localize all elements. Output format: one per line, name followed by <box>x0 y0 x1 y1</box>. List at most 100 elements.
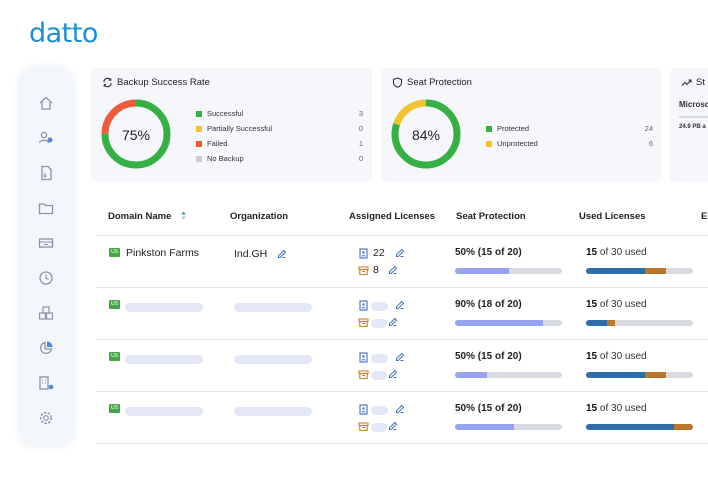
organization-name: Ind.GH <box>234 248 268 260</box>
legend-unprotected: Unprotected 6 <box>486 139 656 151</box>
building-icon[interactable] <box>37 374 55 392</box>
license-archive-icon <box>358 421 369 432</box>
legend-count: 6 <box>648 139 653 148</box>
table-row[interactable]: US 50% (15 of 20) 15 of 30 used <box>96 392 708 444</box>
license-placeholder <box>371 302 388 311</box>
edit-license-icon[interactable] <box>395 352 405 362</box>
edit-license-icon[interactable] <box>395 300 405 310</box>
edit-license-icon[interactable] <box>388 265 398 275</box>
legend-label: Unprotected <box>497 139 538 148</box>
header-used-licenses[interactable]: Used Licenses <box>579 211 646 222</box>
boxes-icon[interactable] <box>37 304 55 322</box>
edit-license-icon[interactable] <box>395 404 405 414</box>
edit-license-icon[interactable] <box>388 369 398 379</box>
storage-divider <box>679 116 708 118</box>
document-icon[interactable] <box>37 164 55 182</box>
legend-swatch <box>196 126 202 132</box>
legend-count: 1 <box>358 139 363 148</box>
license-badge-icon <box>358 352 369 363</box>
sort-icon[interactable] <box>180 211 187 220</box>
datto-logo[interactable]: datto <box>29 18 98 49</box>
license-count-a: 22 <box>373 247 385 259</box>
region-badge: US <box>109 404 120 413</box>
legend-partial: Partially Successful 0 <box>196 124 366 136</box>
header-assigned-licenses[interactable]: Assigned Licenses <box>349 211 436 222</box>
used-segment-b <box>673 424 693 430</box>
edit-license-icon[interactable] <box>388 421 398 431</box>
legend-swatch <box>196 111 202 117</box>
row-divider <box>96 339 708 340</box>
domain-placeholder <box>125 303 203 312</box>
legend-label: Partially Successful <box>207 124 273 133</box>
organization-placeholder <box>234 355 312 364</box>
seat-protection-text: 50% (15 of 20) <box>455 247 522 258</box>
used-count: 15 <box>586 247 598 258</box>
pie-chart-icon[interactable] <box>37 339 55 357</box>
used-segment-b <box>644 268 667 274</box>
seat-protection-card: Seat Protection 84% Protected 24 Unprote… <box>381 68 662 182</box>
used-segment-a <box>586 268 645 274</box>
clock-icon[interactable] <box>37 269 55 287</box>
license-placeholder <box>371 354 388 363</box>
edit-organization-icon[interactable] <box>277 249 287 259</box>
seat-unprotected-arc <box>391 99 461 169</box>
license-placeholder <box>371 423 387 432</box>
legend-swatch <box>486 126 492 132</box>
seat-protection-bar <box>455 424 562 430</box>
license-archive-icon <box>358 265 369 276</box>
domain-name[interactable]: Pinkston Farms <box>126 247 199 259</box>
edit-license-icon[interactable] <box>388 317 398 327</box>
organization-placeholder <box>234 303 312 312</box>
domain-placeholder <box>125 407 203 416</box>
table-row[interactable]: US Pinkston Farms Ind.GH 22 8 50% (15 of 20) 1… <box>96 236 708 288</box>
seat-donut-chart <box>391 99 461 169</box>
header-seat-protection[interactable]: Seat Protection <box>456 211 526 222</box>
legend-swatch <box>196 141 202 147</box>
license-count-b: 8 <box>373 264 379 276</box>
backup-donut-chart <box>101 99 171 169</box>
header-domain-label: Domain Name <box>108 211 172 222</box>
used-licenses-text: 15 of 30 used <box>586 351 647 362</box>
legend-successful: Successful 3 <box>196 109 366 121</box>
region-badge: US <box>109 248 120 257</box>
legend-count: 0 <box>358 124 363 133</box>
legend-count: 3 <box>358 109 363 118</box>
used-segment-a <box>586 320 608 326</box>
seat-protection-text: 50% (15 of 20) <box>455 403 522 414</box>
used-suffix: of 30 used <box>597 299 647 310</box>
used-licenses-text: 15 of 30 used <box>586 299 647 310</box>
header-extra[interactable]: E <box>701 211 708 222</box>
legend-label: No Backup <box>207 154 244 163</box>
license-placeholder <box>371 406 388 415</box>
header-organization[interactable]: Organization <box>230 211 289 222</box>
table-row[interactable]: US 50% (15 of 20) 15 of 30 used <box>96 340 708 392</box>
row-divider <box>96 443 708 444</box>
used-segment-b <box>607 320 615 326</box>
edit-license-icon[interactable] <box>395 248 405 258</box>
seat-protection-bar <box>455 372 562 378</box>
home-icon[interactable] <box>37 94 55 112</box>
used-suffix: of 30 used <box>597 247 647 258</box>
legend-swatch <box>486 141 492 147</box>
used-count: 15 <box>586 403 598 414</box>
sidebar-nav <box>20 68 73 446</box>
archive-icon[interactable] <box>37 234 55 252</box>
used-licenses-text: 15 of 30 used <box>586 247 647 258</box>
used-licenses-bar <box>586 372 693 378</box>
users-icon[interactable] <box>37 129 55 147</box>
folder-icon[interactable] <box>37 199 55 217</box>
seat-protection-fill <box>455 268 509 274</box>
legend-swatch <box>196 156 202 162</box>
legend-label: Failed <box>207 139 228 148</box>
seat-card-title: Seat Protection <box>407 77 472 88</box>
table-row[interactable]: US 90% (18 of 20) 15 of 30 used <box>96 288 708 340</box>
license-badge-icon <box>358 248 369 259</box>
row-divider <box>96 391 708 392</box>
used-licenses-text: 15 of 30 used <box>586 403 647 414</box>
used-segment-a <box>586 372 645 378</box>
seat-protection-fill <box>455 372 488 378</box>
used-segment-b <box>644 372 667 378</box>
header-domain-name[interactable]: Domain Name <box>108 211 187 222</box>
gear-icon[interactable] <box>37 409 55 427</box>
used-licenses-bar <box>586 268 693 274</box>
